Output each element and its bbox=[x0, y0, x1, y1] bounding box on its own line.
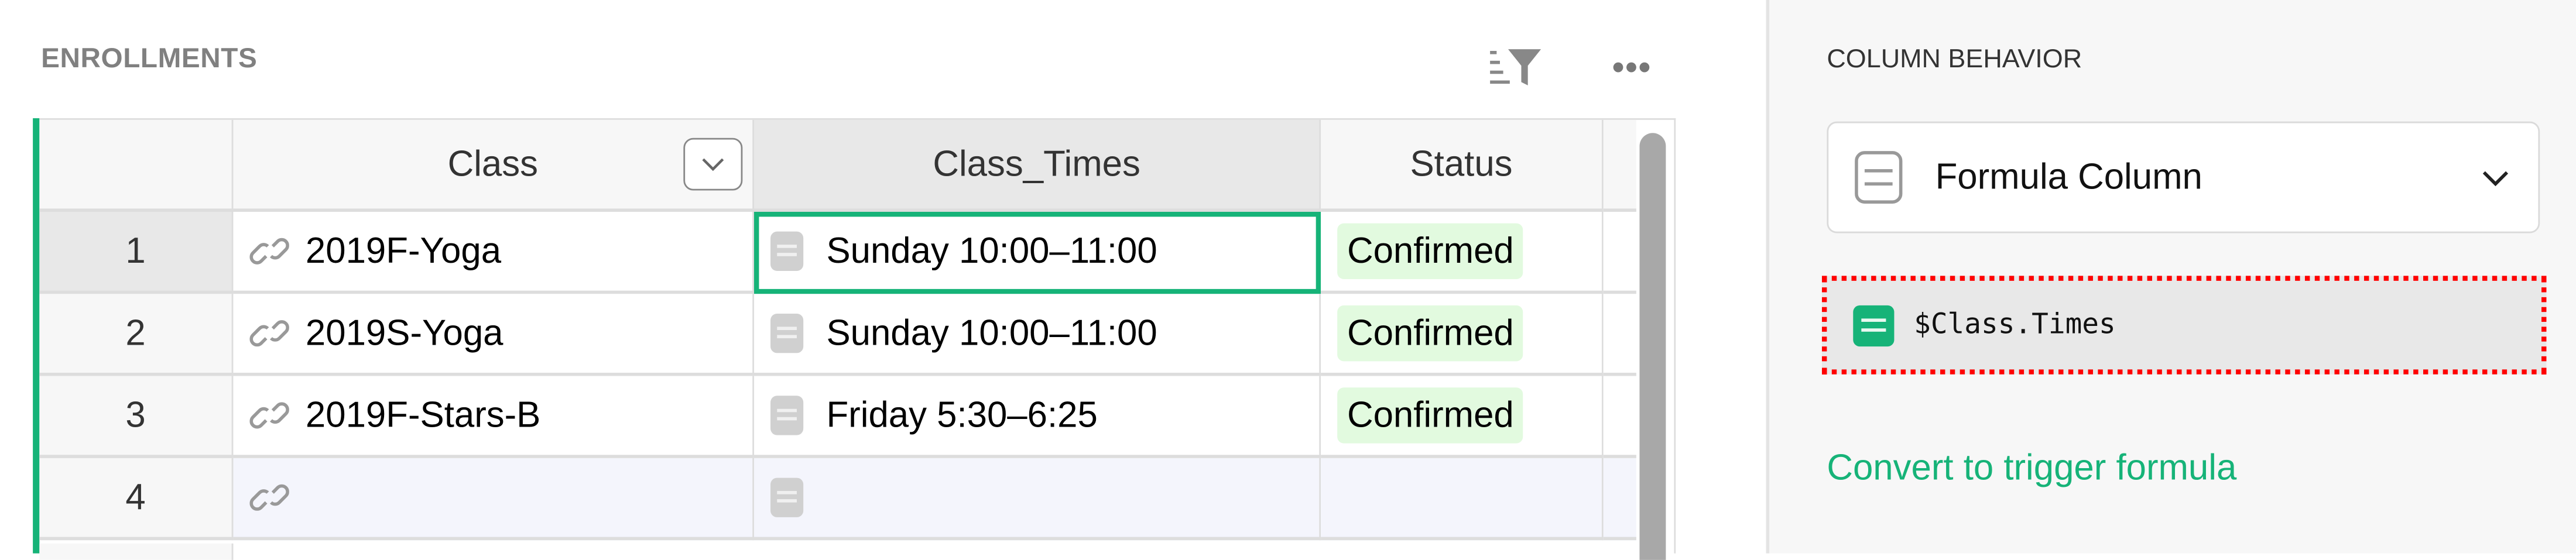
column-header-class-times[interactable]: Class_Times bbox=[753, 119, 1321, 212]
cell-value: 2019F-Yoga bbox=[305, 229, 502, 272]
formula-column-icon bbox=[1855, 143, 1903, 212]
cell-class[interactable] bbox=[233, 458, 754, 541]
row-number-label: 4 bbox=[125, 476, 146, 517]
cell-value: Sunday 10:00–11:00 bbox=[826, 312, 1157, 353]
row-number-filler bbox=[39, 543, 234, 560]
sort-filter-icon bbox=[1490, 49, 1542, 85]
row-filler bbox=[1603, 294, 1636, 376]
vertical-scrollbar[interactable] bbox=[1639, 133, 1666, 560]
header-filler bbox=[1603, 119, 1636, 212]
reference-link-icon bbox=[249, 402, 289, 429]
sort-filter-button[interactable] bbox=[1487, 46, 1546, 89]
column-menu-button[interactable] bbox=[683, 138, 743, 191]
panel-heading: COLUMN BEHAVIOR bbox=[1827, 46, 2082, 74]
cell-value: Sunday 10:00–11:00 bbox=[826, 229, 1157, 272]
cell-value: 2019F-Stars-B bbox=[305, 394, 541, 435]
cell-status[interactable] bbox=[1321, 458, 1604, 541]
chevron-down-icon bbox=[702, 158, 724, 171]
row-filler bbox=[1603, 376, 1636, 458]
column-label: Class_Times bbox=[933, 143, 1140, 184]
cell-status[interactable]: Confirmed bbox=[1321, 376, 1604, 458]
row-number-label: 3 bbox=[125, 394, 146, 435]
formula-editor[interactable]: $Class.Times bbox=[1821, 276, 2547, 375]
column-header-class[interactable]: Class bbox=[233, 119, 754, 212]
status-badge: Confirmed bbox=[1337, 305, 1524, 362]
row-number-label: 2 bbox=[125, 312, 146, 353]
cell-class-times[interactable]: Sunday 10:00–11:00 bbox=[753, 211, 1321, 294]
formula-icon bbox=[770, 313, 804, 353]
status-badge: Confirmed bbox=[1337, 223, 1524, 280]
section-menu-button[interactable] bbox=[1610, 56, 1656, 78]
row-number[interactable]: 4 bbox=[39, 458, 234, 541]
section-title: ENROLLMENTS bbox=[41, 42, 258, 74]
cell-class[interactable]: 2019F-Stars-B bbox=[233, 376, 754, 458]
cell-value: Friday 5:30–6:25 bbox=[826, 394, 1098, 435]
column-label: Status bbox=[1410, 143, 1513, 184]
formula-icon bbox=[1853, 304, 1895, 346]
cell-class-times[interactable]: Sunday 10:00–11:00 bbox=[753, 294, 1321, 376]
column-behavior-select[interactable]: Formula Column bbox=[1827, 121, 2540, 233]
formula-icon bbox=[770, 477, 804, 517]
cell-class-times[interactable] bbox=[753, 458, 1321, 541]
status-badge: Confirmed bbox=[1337, 387, 1524, 444]
active-section-indicator bbox=[33, 118, 40, 554]
cell-class[interactable]: 2019F-Yoga bbox=[233, 211, 754, 294]
row-number[interactable]: 3 bbox=[39, 376, 234, 458]
cell-status[interactable]: Confirmed bbox=[1321, 211, 1604, 294]
cell-status[interactable]: Confirmed bbox=[1321, 294, 1604, 376]
reference-link-icon bbox=[249, 238, 289, 264]
cell-value: 2019S-Yoga bbox=[305, 312, 503, 353]
row-filler bbox=[1603, 211, 1636, 294]
row-number[interactable]: 1 bbox=[39, 211, 234, 294]
select-value: Formula Column bbox=[1935, 156, 2202, 197]
right-panel: COLUMN BEHAVIOR Formula Column $Class.Ti… bbox=[1766, 0, 2576, 554]
more-horizontal-icon bbox=[1613, 62, 1650, 73]
formula-text: $Class.Times bbox=[1914, 308, 2116, 342]
row-number[interactable]: 2 bbox=[39, 294, 234, 376]
row-filler bbox=[1603, 458, 1636, 541]
formula-icon bbox=[770, 396, 804, 435]
formula-icon bbox=[770, 231, 804, 272]
column-label: Class bbox=[447, 143, 538, 184]
column-header-status[interactable]: Status bbox=[1321, 119, 1604, 212]
data-grid: Class Class_Times Status 1 2019F-Yoga Su… bbox=[39, 118, 1676, 560]
cell-class-times[interactable]: Friday 5:30–6:25 bbox=[753, 376, 1321, 458]
convert-to-trigger-formula-link[interactable]: Convert to trigger formula bbox=[1827, 446, 2237, 488]
row-number-header bbox=[39, 119, 234, 212]
reference-link-icon bbox=[249, 320, 289, 347]
row-number-label: 1 bbox=[125, 229, 146, 272]
reference-link-icon bbox=[249, 484, 289, 511]
cell-class[interactable]: 2019S-Yoga bbox=[233, 294, 754, 376]
chevron-down-icon bbox=[2482, 171, 2509, 187]
